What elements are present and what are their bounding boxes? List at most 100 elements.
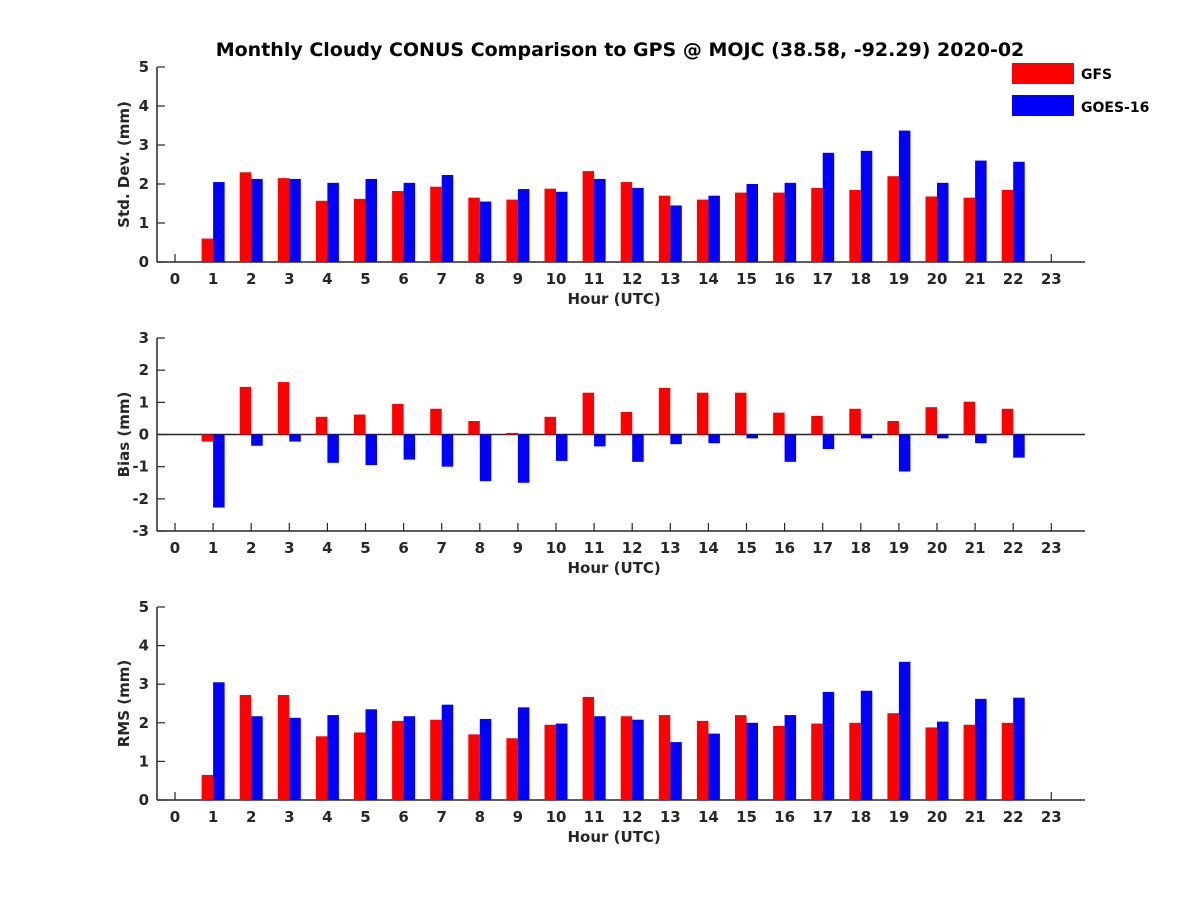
- bar-goes16-hour-19: [898, 661, 911, 800]
- x-tick-label: 18: [850, 808, 871, 826]
- bar-gfs-hour-20: [925, 196, 937, 262]
- bar-goes16-hour-10: [556, 723, 568, 800]
- bar-gfs-hour-13: [658, 387, 671, 435]
- y-tick-label: 2: [139, 714, 149, 732]
- x-tick-label: 9: [513, 270, 523, 288]
- x-tick-label: 7: [436, 539, 446, 557]
- bar-gfs-hour-19: [887, 420, 899, 435]
- bar-goes16-hour-14: [708, 195, 720, 262]
- y-tick-label: 1: [139, 752, 149, 770]
- bar-gfs-hour-22: [1001, 722, 1014, 800]
- y-tick-label: -3: [132, 522, 149, 540]
- y-tick-label: 0: [139, 253, 149, 271]
- y-axis-label: Bias (mm): [115, 392, 133, 478]
- bar-goes16-hour-22: [1013, 161, 1025, 262]
- bar-gfs-hour-22: [1001, 408, 1014, 435]
- x-tick-label: 22: [1003, 808, 1024, 826]
- x-tick-label: 12: [622, 808, 643, 826]
- bar-goes16-hour-10: [556, 191, 568, 262]
- y-tick-label: 2: [139, 175, 149, 193]
- bar-goes16-hour-3: [289, 717, 301, 800]
- legend-swatch-goes16: [1012, 95, 1074, 116]
- x-tick-label: 22: [1003, 270, 1024, 288]
- y-tick-label: 3: [139, 329, 149, 347]
- x-tick-label: 3: [284, 270, 294, 288]
- bar-gfs-hour-14: [696, 720, 709, 800]
- bar-gfs-hour-19: [887, 176, 899, 262]
- y-tick-label: 1: [139, 393, 149, 411]
- bar-goes16-hour-6: [403, 716, 416, 800]
- bar-goes16-hour-5: [365, 434, 377, 466]
- y-axis-label: RMS (mm): [115, 660, 133, 747]
- bar-goes16-hour-18: [860, 690, 873, 800]
- x-tick-label: 20: [927, 270, 948, 288]
- x-tick-label: 14: [698, 270, 719, 288]
- bar-goes16-hour-14: [708, 733, 720, 800]
- bar-gfs-hour-5: [354, 198, 366, 262]
- x-tick-label: 0: [170, 808, 180, 826]
- bar-goes16-hour-4: [327, 434, 339, 463]
- bar-goes16-hour-5: [365, 178, 377, 262]
- bar-gfs-hour-12: [620, 182, 633, 262]
- x-tick-label: 5: [360, 539, 370, 557]
- x-tick-label: 10: [546, 808, 567, 826]
- bar-goes16-hour-8: [479, 434, 492, 482]
- x-tick-label: 19: [888, 270, 909, 288]
- x-tick-label: 23: [1041, 270, 1062, 288]
- bar-goes16-hour-22: [1013, 434, 1025, 458]
- x-tick-label: 17: [812, 539, 833, 557]
- x-tick-label: 20: [927, 808, 948, 826]
- bar-gfs-hour-9: [506, 738, 518, 800]
- bar-goes16-hour-11: [594, 434, 606, 447]
- y-tick-label: 1: [139, 214, 149, 232]
- bar-gfs-hour-15: [735, 192, 747, 262]
- bar-gfs-hour-18: [849, 189, 861, 262]
- bar-gfs-hour-9: [506, 199, 518, 262]
- x-tick-label: 3: [284, 808, 294, 826]
- bar-gfs-hour-10: [544, 188, 556, 262]
- x-tick-label: 6: [398, 270, 408, 288]
- bar-gfs-hour-16: [773, 725, 785, 800]
- x-tick-label: 15: [736, 270, 757, 288]
- x-tick-label: 2: [246, 270, 256, 288]
- bar-gfs-hour-10: [544, 724, 556, 800]
- x-tick-label: 23: [1041, 539, 1062, 557]
- bar-goes16-hour-6: [403, 182, 416, 262]
- x-tick-label: 11: [584, 808, 605, 826]
- x-tick-label: 15: [736, 539, 757, 557]
- bar-goes16-hour-10: [556, 434, 568, 461]
- bar-gfs-hour-3: [277, 178, 290, 262]
- x-tick-label: 16: [774, 270, 795, 288]
- bar-goes16-hour-19: [898, 434, 911, 472]
- x-tick-label: 10: [546, 539, 567, 557]
- bar-goes16-hour-21: [975, 434, 987, 444]
- y-tick-label: -1: [132, 458, 149, 476]
- bar-gfs-hour-1: [201, 774, 214, 800]
- bar-gfs-hour-14: [696, 199, 709, 262]
- bar-gfs-hour-8: [468, 420, 480, 435]
- bar-goes16-hour-4: [327, 182, 339, 262]
- bar-gfs-hour-16: [773, 412, 785, 435]
- x-axis-label: Hour (UTC): [568, 828, 661, 846]
- bar-goes16-hour-7: [441, 434, 454, 467]
- x-tick-label: 16: [774, 539, 795, 557]
- x-tick-label: 14: [698, 539, 719, 557]
- x-tick-label: 9: [513, 539, 523, 557]
- x-tick-label: 11: [584, 539, 605, 557]
- bar-goes16-hour-15: [746, 434, 758, 439]
- bar-gfs-hour-6: [392, 403, 404, 435]
- x-tick-label: 7: [436, 808, 446, 826]
- bar-goes16-hour-9: [517, 189, 530, 262]
- bar-goes16-hour-16: [784, 182, 797, 262]
- bar-goes16-hour-6: [403, 434, 416, 460]
- bar-gfs-hour-14: [696, 392, 709, 435]
- bar-gfs-hour-15: [735, 392, 747, 435]
- x-tick-label: 0: [170, 539, 180, 557]
- x-axis-label: Hour (UTC): [568, 559, 661, 577]
- x-tick-label: 2: [246, 539, 256, 557]
- bar-goes16-hour-12: [632, 187, 644, 262]
- bar-goes16-hour-11: [594, 716, 606, 800]
- x-tick-label: 3: [284, 539, 294, 557]
